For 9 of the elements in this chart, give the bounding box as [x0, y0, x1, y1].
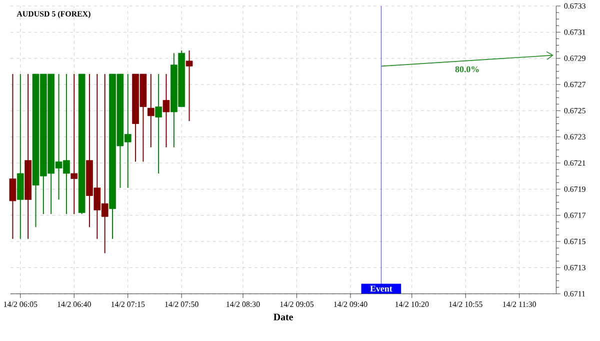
candlestick [162, 74, 170, 148]
candlestick [9, 74, 16, 240]
annotation: 80.0% [455, 66, 479, 72]
ref-line-label: Event [370, 286, 392, 292]
candlestick [70, 74, 78, 215]
candlestick [186, 50, 193, 122]
x-axis-title: Date [274, 314, 293, 321]
candlestick [147, 74, 154, 148]
candlestick [155, 74, 162, 174]
